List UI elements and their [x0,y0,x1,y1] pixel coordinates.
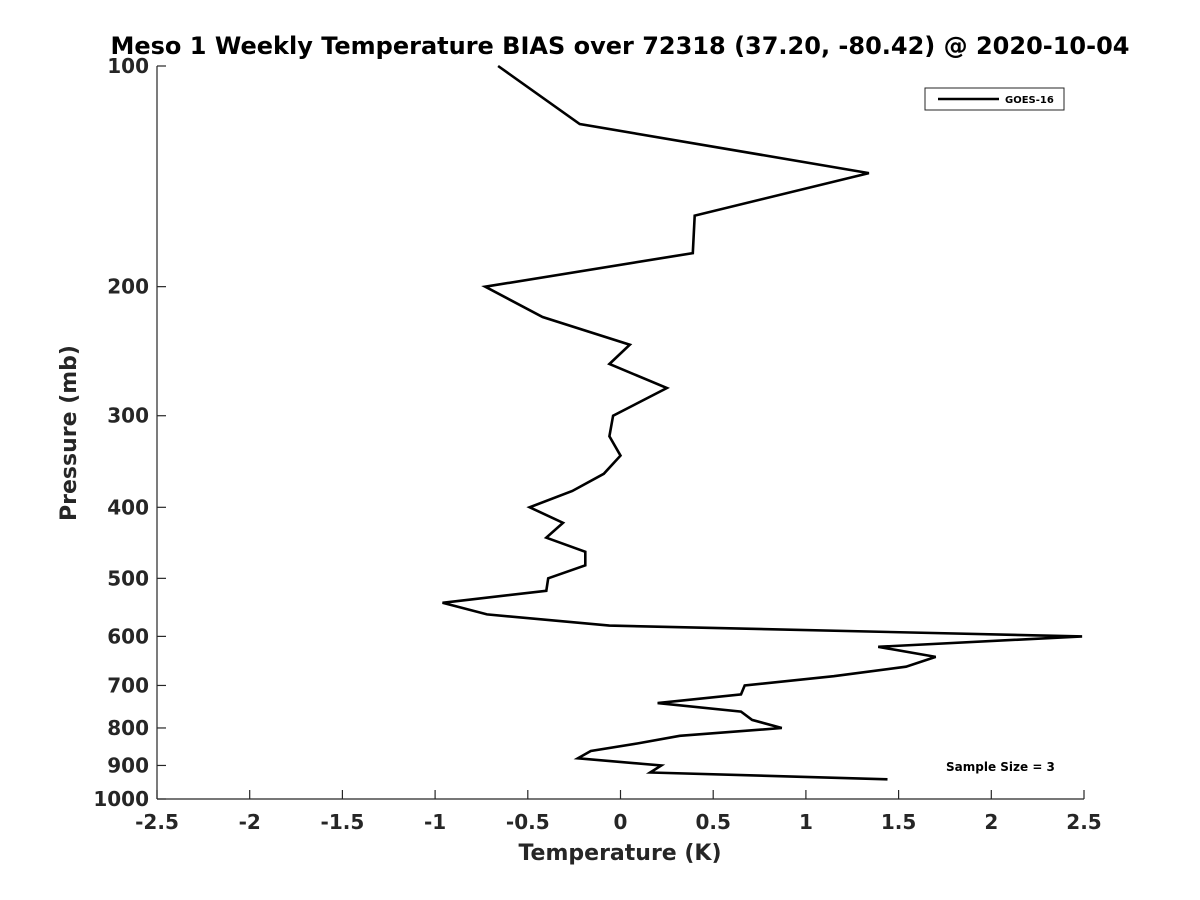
x-tick-label: 0.5 [695,810,730,834]
x-tick-label: 2.5 [1066,810,1101,834]
series-line-goes-16 [442,64,1083,781]
x-tick-label: -1.5 [321,810,365,834]
y-tick-label: 300 [107,404,149,428]
y-tick-label: 800 [107,716,149,740]
x-tick-label: 1.5 [881,810,916,834]
y-tick-label: 600 [107,624,149,648]
x-axis-ticks: -2.5 -2 -1.5 -1 -0.5 0 0.5 1 1.5 2 2.5 [135,790,1102,834]
y-tick-label: 500 [107,566,149,590]
legend: GOES-16 [924,87,1065,111]
legend-entry-goes-16: GOES-16 [1005,95,1054,106]
y-axis-label: Pressure (mb) [57,345,82,521]
y-tick-label: 700 [107,673,149,697]
x-tick-label: 0 [614,810,628,834]
x-tick-label: -2.5 [135,810,179,834]
x-tick-label: -1 [424,810,446,834]
y-tick-label: 100 [107,54,149,78]
series-layer [442,64,1083,781]
x-tick-label: 1 [799,810,813,834]
sample-size-annotation: Sample Size = 3 [946,760,1055,774]
x-axis-label: Temperature (K) [518,841,721,866]
plot-area: -2.5 -2 -1.5 -1 -0.5 0 0.5 1 1.5 2 2.5 100 200 300 40… [93,54,1101,834]
y-tick-label: 900 [107,753,149,777]
y-axis-ticks: 100 200 300 400 500 600 700 800 900 1000 [93,54,166,811]
y-tick-label: 400 [107,495,149,519]
x-tick-label: -2 [239,810,261,834]
x-tick-label: -0.5 [506,810,550,834]
y-tick-label: 200 [107,275,149,299]
chart-title: Meso 1 Weekly Temperature BIAS over 7231… [110,32,1129,60]
y-tick-label: 1000 [93,787,149,811]
x-tick-label: 2 [984,810,998,834]
